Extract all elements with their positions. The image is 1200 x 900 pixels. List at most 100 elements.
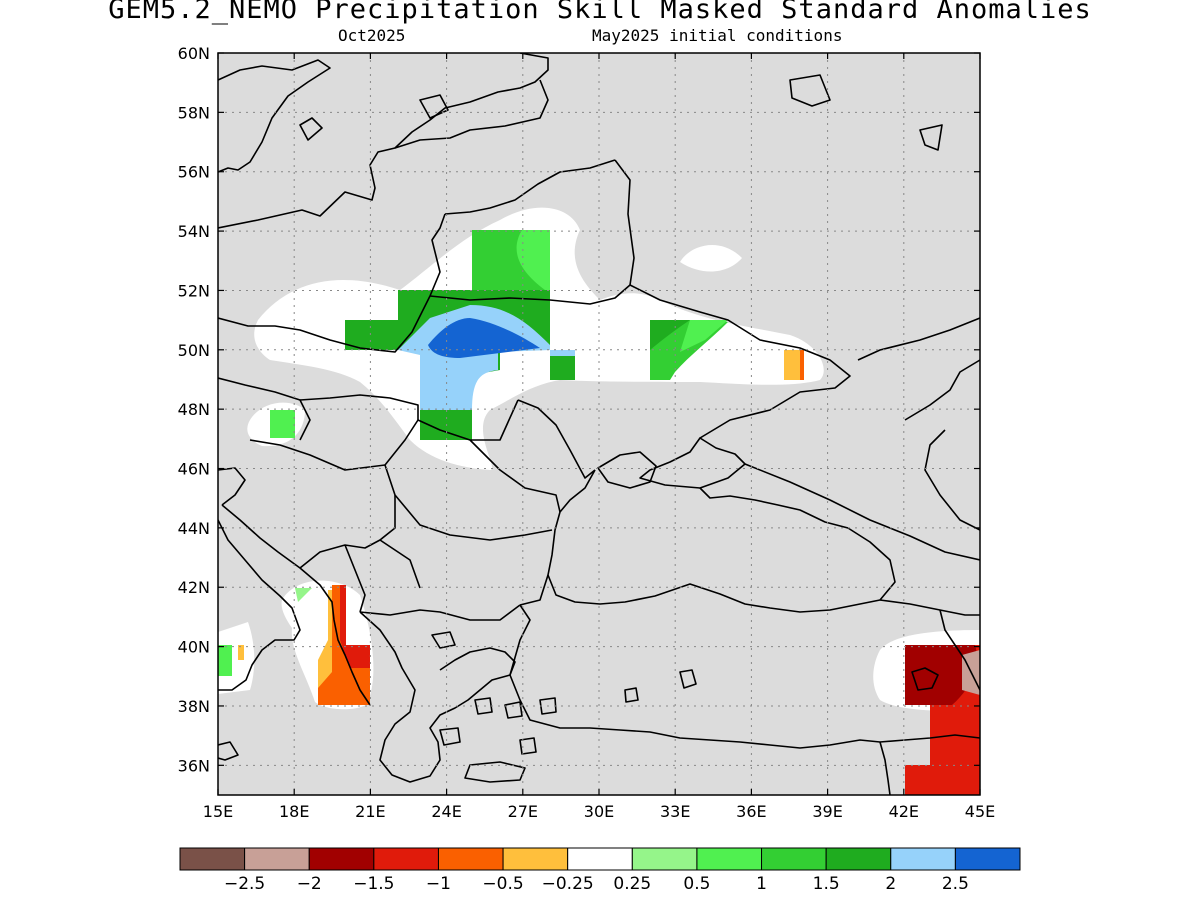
anomaly-1.5-2-east — [650, 320, 690, 350]
colorbar-legend: −2.5 −2 −1.5 −1 −0.5 −0.25 0.25 0.5 1 1.5 2 2.5 — [179, 847, 1021, 894]
lat-tick-label: 36N — [178, 756, 210, 775]
colorbar-swatch — [890, 847, 956, 871]
turkey-outline — [509, 574, 881, 749]
lat-tick-label: 56N — [178, 163, 210, 182]
colorbar-swatch — [567, 847, 633, 871]
belarus-ukraine-border — [429, 284, 631, 305]
colorbar-label: 0.25 — [613, 874, 651, 894]
armenia-iran-border — [939, 609, 980, 691]
colorbar-swatch — [761, 847, 827, 871]
colorbar-label: 1.5 — [813, 874, 840, 894]
slovakia-hungary-border — [299, 394, 419, 420]
colorbar-label: 2 — [885, 874, 896, 894]
balkan-borders — [299, 495, 521, 621]
lon-tick-label: 42E — [889, 802, 919, 821]
colorbar-swatch — [373, 847, 439, 871]
anomaly-0.5-1-italy — [218, 645, 232, 676]
colorbar-label: −1.5 — [353, 874, 394, 894]
lon-tick-label: 45E — [965, 802, 995, 821]
lat-tick-label: 40N — [178, 638, 210, 657]
poland-west-border — [218, 295, 431, 353]
baltic-coast-south — [218, 53, 549, 229]
colorbar-swatch — [179, 847, 246, 871]
levant-coast — [879, 741, 891, 795]
czech-austria-border — [218, 377, 311, 441]
caspian-coast — [924, 429, 980, 531]
anomaly-minus0.25-minus0.5-italy — [238, 645, 244, 660]
country-borders — [218, 53, 980, 795]
lat-tick-label: 58N — [178, 103, 210, 122]
lat-tick-label: 46N — [178, 460, 210, 479]
sea-of-azov — [639, 437, 746, 489]
forecast-month: Oct2025 — [338, 26, 406, 45]
black-sea-coast — [547, 469, 896, 613]
anomaly-2-2.5-dnieper — [550, 350, 575, 356]
colorbar-swatch — [437, 847, 504, 871]
lon-tick-label: 33E — [660, 802, 690, 821]
anomaly-1.5-2-dnieper — [550, 350, 575, 380]
adriatic-coast-east — [221, 504, 371, 706]
italy-north — [218, 467, 246, 506]
map-title: GEM5.2_NEMO Precipitation Skill Masked S… — [108, 0, 1092, 25]
russia-kazakhstan-border — [857, 317, 980, 361]
anomaly-minus0.5-minus1-east — [784, 350, 802, 380]
lon-tick-label: 18E — [279, 802, 309, 821]
lat-tick-label: 48N — [178, 400, 210, 419]
lake-van — [911, 667, 939, 691]
lon-tick-label: 24E — [431, 802, 461, 821]
caucasus-range — [744, 463, 980, 561]
anomaly-fields — [218, 207, 980, 795]
initial-conditions: May2025 initial conditions — [592, 26, 843, 45]
aegean-islands — [431, 631, 557, 783]
colorbar-label: −1 — [426, 874, 451, 894]
anomaly-0.25-0.5-adriatic — [295, 588, 312, 602]
colorbar-swatch — [696, 847, 763, 871]
greece-outline — [359, 611, 516, 783]
lat-tick-label: 50N — [178, 341, 210, 360]
grid-lines — [218, 53, 980, 795]
turkey-inner-lakes — [624, 669, 697, 703]
romania-bulgaria-border — [394, 494, 553, 541]
gulf-of-finland — [394, 79, 549, 149]
belarus-south-border — [444, 159, 616, 215]
anomaly-minus0.5-minus1-edge — [800, 350, 804, 380]
lat-tick-label: 42N — [178, 578, 210, 597]
russia-belarus-border — [614, 159, 635, 286]
gotland-islands — [299, 94, 449, 141]
lon-tick-label: 27E — [508, 802, 538, 821]
lat-tick-label: 44N — [178, 519, 210, 538]
turkey-syria-border — [879, 734, 980, 743]
axis-ticks: 15E 18E 21E 24E 27E 30E 33E 36E 39E 42E 45E 60N 58N 5… — [178, 44, 996, 821]
lat-tick-label: 38N — [178, 697, 210, 716]
colorbar-swatch — [631, 847, 698, 871]
lat-tick-label: 52N — [178, 281, 210, 300]
colorbar-swatch — [308, 847, 375, 871]
white-sea — [789, 74, 943, 151]
ukraine-russia-border — [629, 284, 851, 439]
colorbar-label: 1 — [756, 874, 767, 894]
lon-tick-label: 21E — [355, 802, 385, 821]
anomaly-above-2.5 — [428, 318, 540, 358]
colorbar-swatch — [244, 847, 310, 871]
colorbar-label: 0.5 — [683, 874, 710, 894]
colorbar-label: 2.5 — [942, 874, 969, 894]
lat-tick-label: 60N — [178, 44, 210, 63]
crimea — [597, 451, 657, 489]
colorbar-label: −0.25 — [542, 874, 594, 894]
colorbar-label: −2.5 — [224, 874, 265, 894]
colorbar-swatch — [954, 847, 1021, 871]
lon-tick-label: 30E — [584, 802, 614, 821]
volga-river — [904, 359, 980, 421]
colorbar-label: −2 — [297, 874, 322, 894]
colorbar-swatch — [502, 847, 569, 871]
scandinavia-coast — [218, 59, 331, 173]
anomaly-minus1-minus1.5-adriatic — [340, 585, 370, 668]
white-region-east — [680, 244, 742, 272]
italy-east-coast — [218, 519, 301, 691]
anomaly-0.5-1-hungary — [270, 410, 295, 438]
colorbar-swatch — [825, 847, 892, 871]
lon-tick-label: 15E — [203, 802, 233, 821]
romania-border — [384, 399, 561, 513]
moldova-border — [517, 399, 596, 479]
